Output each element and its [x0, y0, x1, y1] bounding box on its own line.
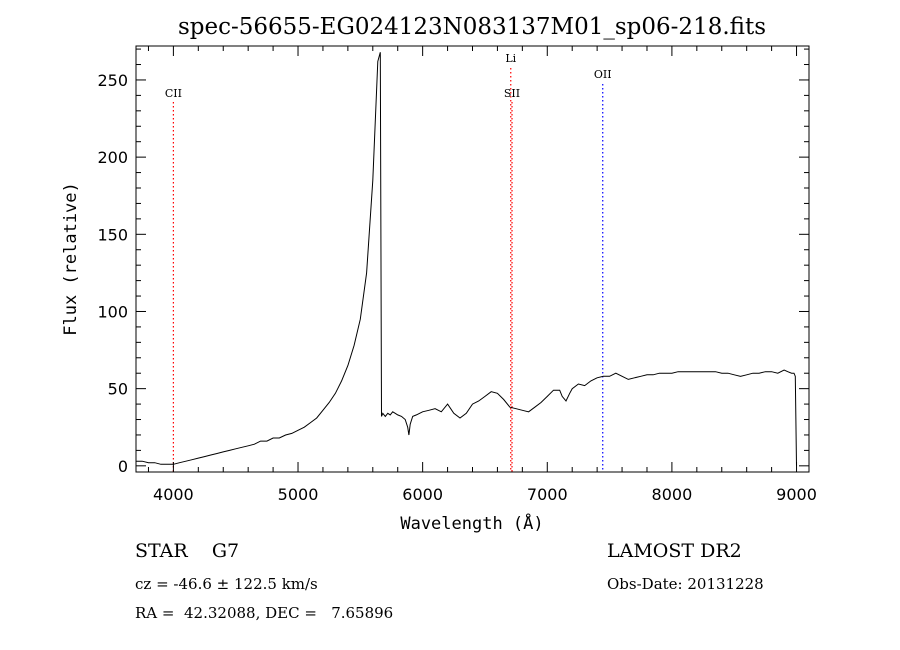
spectral-line-label: OII [594, 68, 612, 81]
x-tick-label: 9000 [776, 485, 817, 504]
spectral-line-label: SII [504, 87, 520, 100]
y-tick-label: 150 [97, 225, 128, 244]
y-tick-label: 0 [118, 457, 128, 476]
ra-dec-coordinates: RA = 42.32088, DEC = 7.65896 [135, 604, 394, 622]
y-tick-label: 100 [97, 302, 128, 321]
chart-title: spec-56655-EG024123N083137M01_sp06-218.f… [178, 14, 766, 40]
redshift-velocity: cz = -46.6 ± 122.5 km/s [135, 575, 318, 593]
x-tick-label: 5000 [278, 485, 319, 504]
object-class: STAR G7 [135, 540, 240, 562]
plot-frame [135, 45, 810, 473]
y-axis-label: Flux (relative) [61, 182, 81, 336]
y-tick-label: 200 [97, 148, 128, 167]
y-tick-label: 250 [97, 71, 128, 90]
observation-date: Obs-Date: 20131228 [607, 575, 764, 593]
x-tick-label: 6000 [402, 485, 443, 504]
x-tick-label: 4000 [153, 485, 194, 504]
x-axis-label: Wavelength (Å) [400, 512, 543, 534]
x-tick-label: 7000 [527, 485, 568, 504]
spectral-line-label: CII [165, 87, 182, 100]
survey-name: LAMOST DR2 [607, 540, 742, 562]
spectral-line-label: Li [505, 52, 516, 65]
spectrum-line [136, 52, 797, 466]
x-tick-label: 8000 [652, 485, 693, 504]
y-tick-label: 50 [108, 380, 128, 399]
